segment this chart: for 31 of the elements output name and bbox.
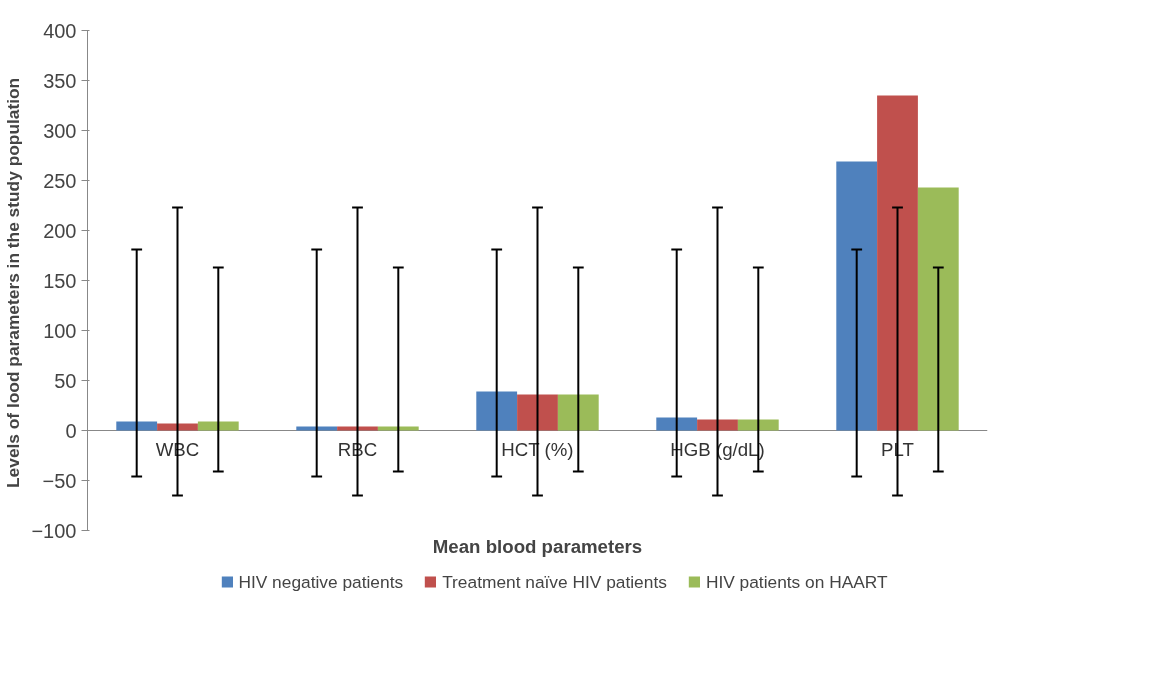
bar bbox=[337, 426, 378, 431]
y-tick-label: 250 bbox=[43, 169, 77, 192]
y-tick-label: −100 bbox=[31, 519, 77, 542]
bar bbox=[656, 417, 698, 431]
legend-label: HIV negative patients bbox=[238, 571, 404, 592]
bar bbox=[116, 421, 158, 431]
y-tick-label: 200 bbox=[43, 219, 77, 242]
y-tick-label: 0 bbox=[65, 419, 77, 442]
y-tick-label: 350 bbox=[43, 69, 77, 92]
bar bbox=[476, 391, 518, 431]
bar bbox=[697, 419, 738, 431]
bar bbox=[737, 419, 779, 431]
y-tick-label: 50 bbox=[54, 369, 77, 392]
y-tick-label: 100 bbox=[43, 319, 77, 342]
bar bbox=[296, 426, 338, 431]
y-tick-label: −50 bbox=[42, 469, 77, 492]
bar bbox=[557, 394, 599, 431]
y-tick-label: 400 bbox=[43, 19, 77, 42]
bar bbox=[197, 421, 239, 431]
bar bbox=[877, 95, 918, 431]
y-tick-label: 150 bbox=[43, 269, 77, 292]
x-axis-title: Mean blood parameters bbox=[432, 535, 643, 557]
bar bbox=[917, 187, 959, 431]
bar bbox=[517, 394, 558, 431]
legend-label: HIV patients on HAART bbox=[705, 571, 888, 592]
y-tick-label: 300 bbox=[43, 119, 77, 142]
bar bbox=[836, 161, 878, 431]
bar bbox=[377, 426, 419, 431]
legend-label: Treatment naïve HIV patients bbox=[442, 571, 667, 592]
y-axis-title: Levels of lood parameters in the study population bbox=[3, 77, 24, 488]
bar bbox=[157, 423, 198, 431]
